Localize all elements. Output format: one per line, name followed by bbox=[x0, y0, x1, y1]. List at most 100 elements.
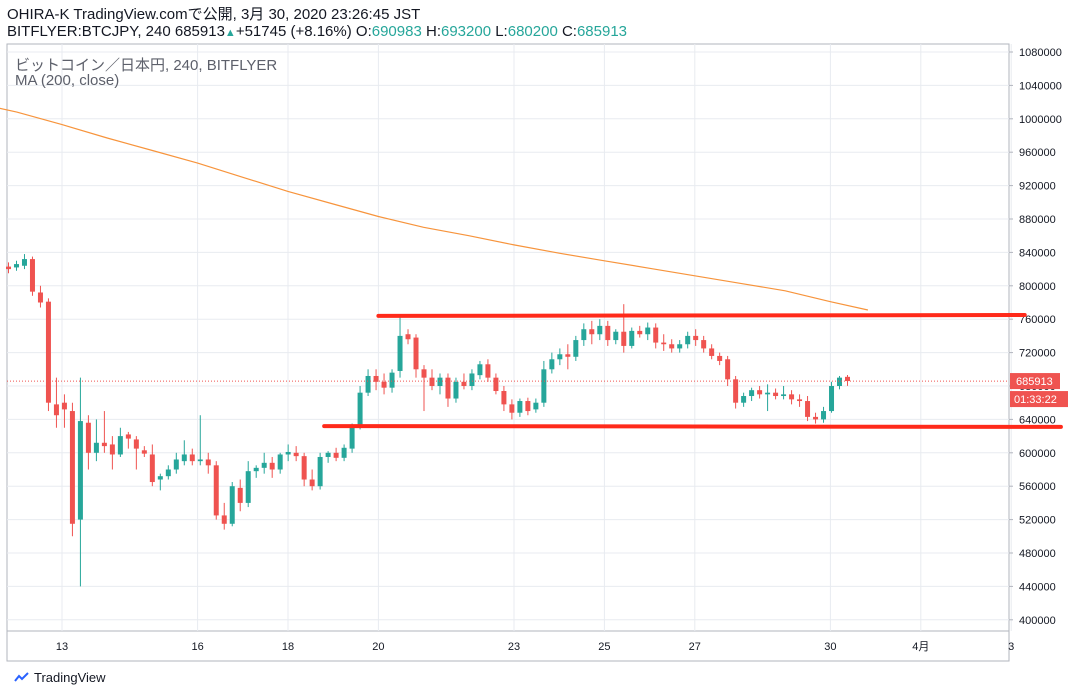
y-tick-label: 560000 bbox=[1019, 481, 1056, 493]
candle-body bbox=[557, 354, 563, 360]
candle-body bbox=[253, 467, 259, 472]
candle-body bbox=[245, 471, 251, 503]
indicator-label[interactable]: MA (200, close) bbox=[15, 72, 120, 89]
candle-body bbox=[373, 375, 379, 382]
candle bbox=[333, 447, 339, 462]
candle-body bbox=[133, 439, 139, 449]
candle-body bbox=[637, 330, 643, 335]
candle-body bbox=[157, 476, 163, 480]
y-tick-label: 760000 bbox=[1019, 314, 1056, 326]
candle bbox=[149, 444, 155, 487]
candle bbox=[429, 369, 435, 391]
candle-body bbox=[397, 335, 403, 371]
candle bbox=[557, 348, 563, 366]
candle-body bbox=[149, 454, 155, 483]
y-tick-label: 880000 bbox=[1019, 214, 1056, 226]
candle bbox=[237, 479, 243, 512]
candle-body bbox=[85, 422, 91, 453]
candle-body bbox=[349, 427, 355, 449]
chart-title[interactable]: ビットコイン／日本円, 240, BITFLYER bbox=[15, 57, 278, 74]
x-tick-label: 4月 bbox=[912, 641, 929, 653]
candle bbox=[701, 335, 707, 353]
candle bbox=[613, 329, 619, 345]
candle-body bbox=[53, 404, 59, 416]
candle-body bbox=[77, 421, 83, 520]
y-tick-label: 720000 bbox=[1019, 348, 1056, 360]
candle bbox=[61, 394, 67, 428]
candle bbox=[6, 262, 11, 274]
horizontal-trendline bbox=[322, 424, 1063, 429]
candle-body bbox=[789, 394, 795, 400]
candle-body bbox=[813, 416, 819, 420]
publish-info-text: OHIRA-K TradingView.comで公開, 3月 30, 2020 … bbox=[7, 6, 421, 23]
candle bbox=[381, 373, 387, 395]
candle-body bbox=[269, 462, 275, 470]
candle-body bbox=[389, 372, 395, 388]
candle bbox=[141, 446, 147, 457]
candle bbox=[437, 373, 443, 395]
candle bbox=[477, 360, 483, 380]
candle bbox=[637, 325, 643, 338]
x-tick-label: 30 bbox=[824, 641, 836, 653]
candle-body bbox=[61, 402, 67, 410]
candle bbox=[789, 390, 795, 405]
candle-body bbox=[45, 301, 51, 403]
candle-body bbox=[589, 329, 595, 335]
candle bbox=[501, 386, 507, 412]
candle-body bbox=[205, 459, 211, 466]
candle-body bbox=[325, 452, 331, 457]
candle-body bbox=[165, 469, 171, 477]
candle-body bbox=[229, 486, 235, 524]
candle-body bbox=[277, 454, 283, 470]
y-tick-label: 640000 bbox=[1019, 414, 1056, 426]
candle bbox=[397, 315, 403, 378]
candle bbox=[349, 423, 355, 453]
candle-body bbox=[669, 344, 675, 349]
ma-200-line bbox=[0, 107, 869, 311]
candle bbox=[197, 415, 203, 466]
y-tick-label: 1080000 bbox=[1019, 47, 1062, 59]
tradingview-logo[interactable]: TradingView bbox=[14, 670, 106, 685]
candle bbox=[765, 384, 771, 412]
candle-body bbox=[645, 327, 651, 335]
candle bbox=[213, 461, 219, 520]
candle bbox=[565, 344, 571, 370]
price-tag-value: 685913 bbox=[1016, 376, 1053, 388]
candle-body bbox=[709, 348, 715, 356]
candle-body bbox=[501, 391, 507, 405]
candle-body bbox=[485, 364, 491, 378]
candle-body bbox=[805, 401, 811, 417]
price-change: +51745 (+8.16%) bbox=[235, 23, 352, 40]
candle bbox=[221, 502, 227, 530]
grid-lines bbox=[7, 44, 1012, 631]
candle-body bbox=[301, 456, 307, 480]
candle-body bbox=[365, 375, 371, 393]
candle-body bbox=[525, 401, 531, 412]
candle bbox=[317, 452, 323, 490]
candle bbox=[749, 387, 755, 402]
candle bbox=[709, 344, 715, 360]
candle-body bbox=[429, 377, 435, 386]
candles bbox=[6, 254, 850, 587]
x-tick-label: 3 bbox=[1008, 641, 1014, 653]
candle bbox=[509, 399, 515, 420]
candle-body bbox=[181, 454, 187, 462]
candle-body bbox=[541, 369, 547, 403]
candle bbox=[117, 427, 123, 457]
candle bbox=[845, 374, 850, 386]
candle-body bbox=[173, 459, 179, 470]
candle bbox=[469, 369, 475, 391]
y-tick-label: 1000000 bbox=[1019, 114, 1062, 126]
y-tick-label: 480000 bbox=[1019, 548, 1056, 560]
candle bbox=[645, 322, 651, 341]
candle bbox=[109, 436, 115, 470]
trendlines[interactable] bbox=[322, 313, 1063, 429]
candle-body bbox=[37, 292, 43, 303]
up-arrow-icon: ▲ bbox=[224, 27, 236, 39]
low-value: 680200 bbox=[507, 23, 558, 40]
candle bbox=[205, 452, 211, 474]
y-tick-label: 1040000 bbox=[1019, 80, 1062, 92]
candle-body bbox=[93, 442, 99, 453]
candle-body bbox=[613, 331, 619, 341]
